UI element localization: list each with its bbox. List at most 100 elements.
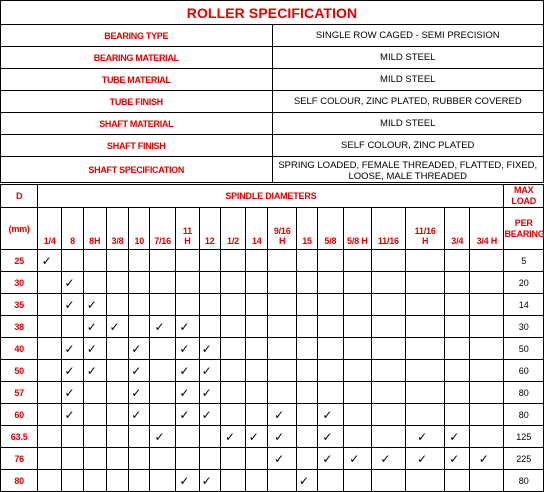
spindle-cell: ✓ [404,425,446,448]
spindle-cell [175,293,200,316]
roller-diameter: 25 [0,249,39,272]
spindle-cell [370,249,406,272]
spindle-cell [370,315,406,338]
spindle-diameter-header: 8H [82,207,107,250]
spindle-cell [61,447,84,470]
check-icon: ✓ [449,451,460,466]
spindle-cell [219,271,247,294]
spindle-cell [342,293,372,316]
spindle-cell [105,469,130,492]
spindle-cell: ✓ [267,403,298,426]
spindle-cell [296,359,318,382]
spindle-diameter-header: 10 [128,207,151,250]
spindle-cell [296,337,318,360]
check-icon: ✓ [86,341,97,356]
spindle-cell [37,337,63,360]
check-icon: ✓ [86,363,97,378]
spindle-cell: ✓ [61,337,84,360]
spindle-cell: ✓ [175,469,200,492]
spindle-cell [82,447,107,470]
spindle-cell: ✓ [404,447,446,470]
check-icon: ✓ [179,473,190,488]
spindle-cell [316,381,344,404]
spindle-cell [219,249,247,272]
spindle-cell [37,359,63,382]
per-bearing-header: PER BEARING [503,207,544,250]
spindle-cell [469,403,505,426]
spec-value: MILD STEEL [271,68,544,91]
check-icon: ✓ [154,429,165,444]
spec-value: SELF COLOUR, ZINC PLATED, RUBBER COVERED [271,90,544,113]
spindle-cell: ✓ [198,337,221,360]
table-row: 63.5 ✓ ✓ ✓ ✓ ✓ ✓ ✓ 125 [0,425,544,448]
spindle-diameter-header: 5/8 H [342,207,372,250]
spindle-cell [370,381,406,404]
specification-table: ROLLER SPECIFICATION BEARING TYPE SINGLE … [0,0,544,183]
check-icon: ✓ [478,451,489,466]
spindle-diameter-label: H [184,236,191,246]
check-icon: ✓ [201,341,212,356]
spindle-diameter-header: 3/8 [105,207,130,250]
spindle-diameter-label: 10 [134,236,145,246]
spindle-cell [316,469,344,492]
spindle-cell [105,425,130,448]
spindle-cell [444,381,471,404]
spindle-diameter-label: 12 [204,236,215,246]
spindle-cell [219,469,247,492]
spindle-diameter-label: 3/4 H [476,236,498,246]
spindle-cell: ✓ [198,381,221,404]
spindle-cell [342,249,372,272]
spindle-cell: ✓ [444,425,471,448]
spindle-cell [37,469,63,492]
check-icon: ✓ [131,407,142,422]
spindle-diameter-header: 11/16 [370,207,406,250]
check-icon: ✓ [64,385,75,400]
spindle-cell [267,359,298,382]
spindle-cell [370,469,406,492]
spindle-cell [444,359,471,382]
spindle-cell [37,403,63,426]
spindle-cell [105,447,130,470]
spindle-cell [105,249,130,272]
spindle-diameter-header: 8 [61,207,84,250]
check-icon: ✓ [201,473,212,488]
check-icon: ✓ [201,407,212,422]
spindle-cell [198,249,221,272]
spindle-diameter-header: 11 H [175,207,200,250]
spindle-cell: ✓ [128,403,151,426]
spec-value: SELF COLOUR, ZINC PLATED [271,134,544,157]
spindle-cell [316,293,344,316]
spindle-diameter-header: 7/16 [149,207,177,250]
spindle-diameter-header: 1/4 [37,207,63,250]
spindle-cell [128,315,151,338]
spindle-diameters-header: SPINDLE DIAMETERS [37,184,505,208]
check-icon: ✓ [64,297,75,312]
spindle-cell [245,271,269,294]
spindle-cell: ✓ [175,381,200,404]
spindle-diameter-header: 9/16 H [267,207,298,250]
spindle-cell [149,381,177,404]
spindle-cell [198,271,221,294]
spindle-cell [37,293,63,316]
check-icon: ✓ [86,297,97,312]
spindle-diameter-header: 12 [198,207,221,250]
check-icon: ✓ [322,407,333,422]
spindle-cell [316,249,344,272]
check-icon: ✓ [274,407,285,422]
spindle-cell: ✓ [175,337,200,360]
spindle-diameter-label: 1/4 [43,236,56,246]
spec-value: SINGLE ROW CAGED - SEMI PRECISION [271,24,544,47]
spec-label: SHAFT SPECIFICATION [0,156,273,183]
spindle-cell [370,271,406,294]
spindle-diameter-label: 5/8 H [347,236,368,246]
spindle-cell [245,359,269,382]
spindle-cell [444,271,471,294]
spindle-cell [198,425,221,448]
spindle-cell [296,381,318,404]
spindle-cell: ✓ [82,315,107,338]
spindle-cell [296,315,318,338]
spindle-cell: ✓ [316,425,344,448]
spindle-cell [105,359,130,382]
spindle-cell [316,271,344,294]
spindle-cell [198,315,221,338]
